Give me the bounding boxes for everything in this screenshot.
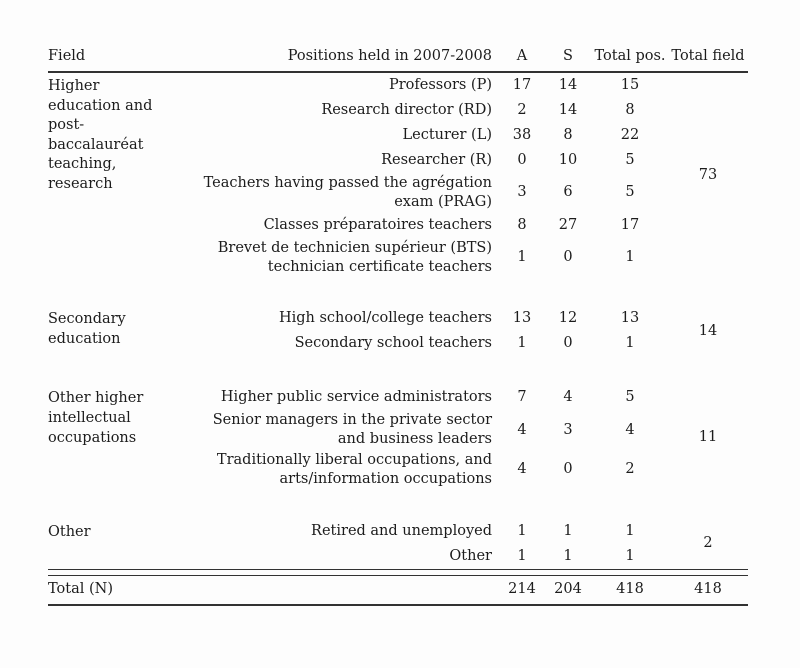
col-header-total-pos: Total pos.	[592, 40, 668, 73]
value-s: 1	[563, 522, 573, 539]
position-label: Research director (RD)	[321, 102, 492, 119]
table-row: Traditionally liberal occupations, and a…	[48, 450, 748, 490]
field-group-label-other: Other	[48, 523, 91, 540]
value-total-pos: 15	[620, 77, 640, 94]
position-label: Professors (P)	[388, 77, 492, 94]
col-header-s: S	[544, 40, 592, 73]
field-total-value: 14	[698, 322, 718, 339]
group-gap	[48, 490, 748, 519]
position-label: Retired and unemployed	[311, 522, 492, 539]
position-label: Classes préparatoires teachers	[263, 216, 492, 233]
value-s: 27	[558, 216, 578, 233]
total-value-s: 204	[544, 574, 592, 606]
total-value-total-pos: 418	[592, 574, 668, 606]
value-a: 4	[517, 461, 527, 478]
value-total-pos: 1	[625, 249, 635, 266]
field-group-label-secondary-education: Secondary education	[48, 311, 126, 347]
value-a: 1	[517, 522, 527, 539]
table-row: Senior managers in the private sector an…	[48, 410, 748, 450]
field-group-label-other-higher-intellectual: Other higher intellectual occupations	[48, 390, 144, 446]
value-a: 4	[517, 421, 527, 438]
table-row: Other 1 1 1	[48, 544, 748, 570]
table-row: Brevet de technicien supérieur (BTS) tec…	[48, 238, 748, 278]
value-s: 3	[563, 421, 573, 438]
table-header-row: Field Positions held in 2007-2008 A S To…	[48, 40, 748, 73]
value-s: 4	[563, 389, 573, 406]
value-total-pos: 13	[620, 310, 640, 327]
position-label: Teachers having passed the agrégation ex…	[203, 175, 492, 210]
value-s: 0	[563, 461, 573, 478]
table-row: Other Retired and unemployed 1 1 1 2	[48, 519, 748, 552]
position-label: Higher public service administrators	[220, 389, 492, 406]
col-header-total-field: Total field	[668, 40, 748, 73]
field-total-value: 2	[703, 535, 713, 552]
position-label: Other	[449, 547, 492, 564]
total-value-total-field: 418	[668, 574, 748, 606]
position-label: Researcher (R)	[381, 152, 492, 169]
field-total-value: 11	[698, 429, 718, 446]
value-a: 1	[517, 547, 527, 564]
table-row: Research director (RD) 2 14 8	[48, 98, 748, 123]
positions-table: Field Positions held in 2007-2008 A S To…	[48, 40, 748, 606]
table-row: Other higher intellectual occupations Hi…	[48, 385, 748, 445]
table-row: Higher education and post-baccalauréat t…	[48, 72, 748, 192]
table-row: Teachers having passed the agrégation ex…	[48, 173, 748, 213]
value-total-pos: 5	[625, 389, 635, 406]
value-s: 0	[563, 249, 573, 266]
value-total-pos: 22	[620, 127, 640, 144]
field-group-label-higher-education: Higher education and post-baccalauréat t…	[48, 78, 153, 192]
value-s: 14	[558, 77, 578, 94]
value-total-pos: 2	[625, 461, 635, 478]
position-label: Senior managers in the private sector an…	[212, 412, 492, 448]
value-s: 8	[563, 127, 573, 144]
value-total-pos: 5	[625, 152, 635, 169]
total-row-label: Total (N)	[48, 574, 500, 606]
group-gap	[48, 277, 748, 306]
total-value-a: 214	[500, 574, 544, 606]
position-label: High school/college teachers	[278, 310, 492, 327]
value-s: 6	[563, 184, 573, 201]
value-a: 1	[517, 335, 527, 352]
value-total-pos: 5	[625, 184, 635, 201]
value-a: 1	[517, 249, 527, 266]
value-total-pos: 4	[625, 421, 635, 438]
value-s: 10	[558, 152, 578, 169]
value-a: 13	[512, 310, 532, 327]
table-row: Secondary education High school/college …	[48, 306, 748, 346]
col-header-field: Field	[48, 40, 200, 73]
double-rule	[48, 568, 748, 576]
value-a: 3	[517, 184, 527, 201]
value-s: 12	[558, 310, 578, 327]
value-a: 17	[512, 77, 532, 94]
table-row: Researcher (R) 0 10 5	[48, 148, 748, 173]
value-a: 38	[512, 127, 532, 144]
value-a: 7	[517, 389, 527, 406]
value-a: 8	[517, 216, 527, 233]
value-total-pos: 1	[625, 522, 635, 539]
value-total-pos: 1	[625, 335, 635, 352]
position-label: Brevet de technicien supérieur (BTS) tec…	[217, 239, 492, 275]
value-total-pos: 1	[625, 547, 635, 564]
field-total-value: 73	[698, 166, 718, 183]
position-label: Traditionally liberal occupations, and a…	[216, 452, 492, 487]
table-row: Lecturer (L) 38 8 22	[48, 123, 748, 148]
col-header-positions: Positions held in 2007-2008	[200, 40, 500, 73]
table-row: Classes préparatoires teachers 8 27 17	[48, 213, 748, 238]
value-s: 0	[563, 335, 573, 352]
value-total-pos: 17	[620, 216, 640, 233]
total-row: Total (N) 214 204 418 418	[48, 574, 748, 606]
value-s: 14	[558, 102, 578, 119]
value-a: 2	[517, 102, 527, 119]
value-s: 1	[563, 547, 573, 564]
group-gap	[48, 356, 748, 385]
value-total-pos: 8	[625, 102, 635, 119]
value-a: 0	[517, 152, 527, 169]
position-label: Secondary school teachers	[294, 335, 492, 352]
position-label: Lecturer (L)	[402, 127, 493, 144]
col-header-a: A	[500, 40, 544, 73]
table-row: Secondary school teachers 1 0 1	[48, 331, 748, 356]
